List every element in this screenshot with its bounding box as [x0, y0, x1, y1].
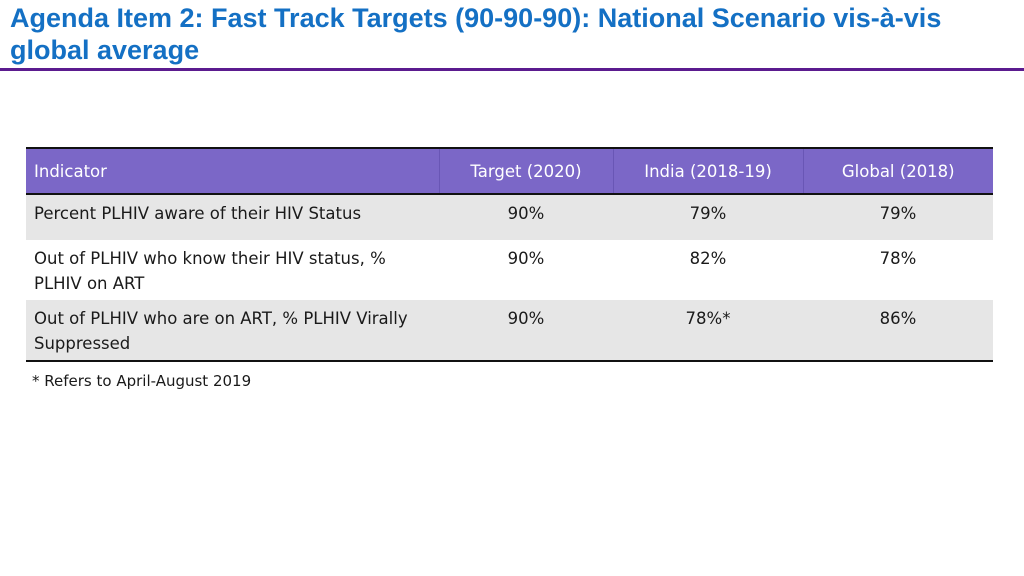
indicator-cell: Out of PLHIV who are on ART, % PLHIV Vir…: [34, 309, 408, 353]
global-cell: 79%: [879, 204, 917, 223]
header-target-2020: Target (2020): [438, 148, 613, 195]
indicator-cell: Out of PLHIV who know their HIV status, …: [34, 249, 386, 293]
target-cell: 90%: [507, 309, 545, 328]
india-cell: 78%*: [685, 309, 731, 328]
indicator-cell: Percent PLHIV aware of their HIV Status: [34, 204, 362, 223]
table-header-row: Indicator Target (2020) India (2018-19) …: [26, 148, 993, 195]
table-row: Out of PLHIV who know their HIV status, …: [26, 240, 993, 300]
targets-table: Indicator Target (2020) India (2018-19) …: [26, 147, 993, 362]
target-cell: 90%: [507, 249, 545, 268]
header-indicator: Indicator: [26, 148, 439, 195]
header-india-2018-19: India (2018-19): [612, 148, 803, 195]
global-cell: 86%: [879, 309, 917, 328]
footnote: * Refers to April-August 2019: [32, 372, 252, 390]
table-row: Percent PLHIV aware of their HIV Status …: [26, 194, 993, 240]
india-cell: 82%: [689, 249, 727, 268]
table-row: Out of PLHIV who are on ART, % PLHIV Vir…: [26, 300, 993, 361]
target-cell: 90%: [507, 204, 545, 223]
global-cell: 78%: [879, 249, 917, 268]
title-divider: [0, 68, 1024, 71]
india-cell: 79%: [689, 204, 727, 223]
slide-title: Agenda Item 2: Fast Track Targets (90-90…: [10, 3, 942, 65]
header-global-2018: Global (2018): [802, 148, 993, 195]
